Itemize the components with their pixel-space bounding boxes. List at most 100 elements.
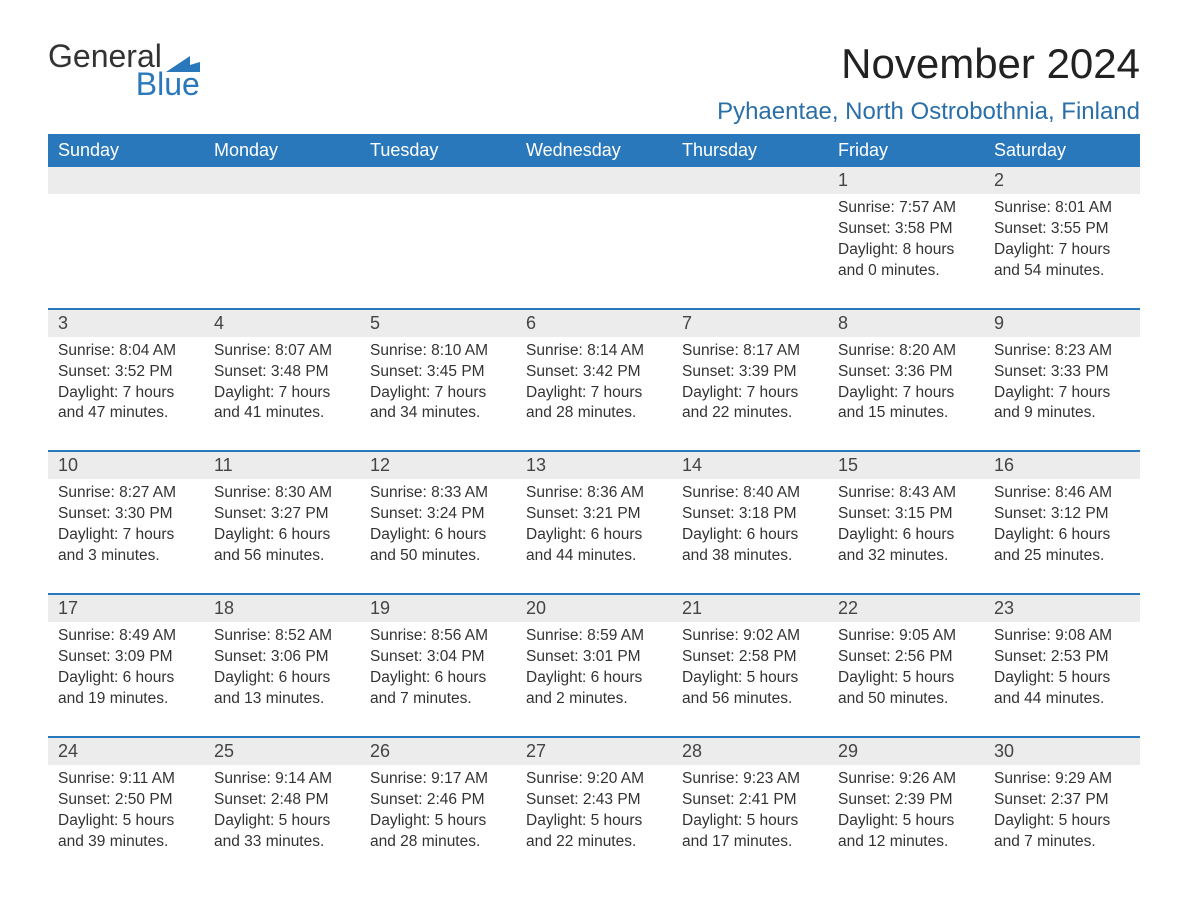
sunset-line: Sunset: 3:09 PM <box>58 647 194 668</box>
daylight-line: and 41 minutes. <box>214 403 350 424</box>
day-number: 12 <box>360 452 516 479</box>
sunset-line: Sunset: 3:21 PM <box>526 504 662 525</box>
daylight-line: Daylight: 5 hours <box>994 811 1130 832</box>
day-number: 25 <box>204 738 360 765</box>
sunrise-line: Sunrise: 8:04 AM <box>58 341 194 362</box>
daylight-line: Daylight: 7 hours <box>58 383 194 404</box>
sunrise-line: Sunrise: 8:52 AM <box>214 626 350 647</box>
day-number: 26 <box>360 738 516 765</box>
sunrise-line: Sunrise: 8:17 AM <box>682 341 818 362</box>
day-cell <box>48 167 204 290</box>
daylight-line: Daylight: 7 hours <box>994 383 1130 404</box>
sunrise-line: Sunrise: 8:46 AM <box>994 483 1130 504</box>
daylight-line: Daylight: 5 hours <box>838 811 974 832</box>
sunset-line: Sunset: 3:52 PM <box>58 362 194 383</box>
daylight-line: and 15 minutes. <box>838 403 974 424</box>
day-number: 23 <box>984 595 1140 622</box>
day-number: 7 <box>672 310 828 337</box>
daylight-line: and 3 minutes. <box>58 546 194 567</box>
logo-text-blue: Blue <box>134 68 200 100</box>
day-cell <box>204 167 360 290</box>
sunrise-line: Sunrise: 8:01 AM <box>994 198 1130 219</box>
sunset-line: Sunset: 2:53 PM <box>994 647 1130 668</box>
daylight-line: and 38 minutes. <box>682 546 818 567</box>
daylight-line: Daylight: 5 hours <box>214 811 350 832</box>
daylight-line: and 54 minutes. <box>994 261 1130 282</box>
day-cell: 2Sunrise: 8:01 AMSunset: 3:55 PMDaylight… <box>984 167 1140 290</box>
week-row: 1Sunrise: 7:57 AMSunset: 3:58 PMDaylight… <box>48 167 1140 290</box>
daylight-line: Daylight: 6 hours <box>682 525 818 546</box>
sunrise-line: Sunrise: 8:10 AM <box>370 341 506 362</box>
daylight-line: and 56 minutes. <box>682 689 818 710</box>
day-cell: 15Sunrise: 8:43 AMSunset: 3:15 PMDayligh… <box>828 452 984 575</box>
day-number: 11 <box>204 452 360 479</box>
day-number: 21 <box>672 595 828 622</box>
daylight-line: and 13 minutes. <box>214 689 350 710</box>
day-number <box>360 167 516 194</box>
weeks-container: 1Sunrise: 7:57 AMSunset: 3:58 PMDaylight… <box>48 167 1140 860</box>
daylight-line: and 9 minutes. <box>994 403 1130 424</box>
daylight-line: Daylight: 5 hours <box>682 668 818 689</box>
day-cell: 28Sunrise: 9:23 AMSunset: 2:41 PMDayligh… <box>672 738 828 861</box>
title-block: November 2024 Pyhaentae, North Ostroboth… <box>717 40 1140 126</box>
daylight-line: and 50 minutes. <box>838 689 974 710</box>
sunrise-line: Sunrise: 8:56 AM <box>370 626 506 647</box>
day-number: 24 <box>48 738 204 765</box>
daylight-line: Daylight: 7 hours <box>994 240 1130 261</box>
month-title: November 2024 <box>717 40 1140 88</box>
sunrise-line: Sunrise: 9:14 AM <box>214 769 350 790</box>
daylight-line: and 22 minutes. <box>682 403 818 424</box>
day-number: 29 <box>828 738 984 765</box>
sunset-line: Sunset: 2:56 PM <box>838 647 974 668</box>
daylight-line: and 33 minutes. <box>214 832 350 853</box>
daylight-line: and 7 minutes. <box>370 689 506 710</box>
sunset-line: Sunset: 2:48 PM <box>214 790 350 811</box>
day-cell: 12Sunrise: 8:33 AMSunset: 3:24 PMDayligh… <box>360 452 516 575</box>
day-cell: 21Sunrise: 9:02 AMSunset: 2:58 PMDayligh… <box>672 595 828 718</box>
sunset-line: Sunset: 2:50 PM <box>58 790 194 811</box>
daylight-line: and 28 minutes. <box>370 832 506 853</box>
weekday-header-row: Sunday Monday Tuesday Wednesday Thursday… <box>48 134 1140 167</box>
sunset-line: Sunset: 2:46 PM <box>370 790 506 811</box>
sunrise-line: Sunrise: 9:23 AM <box>682 769 818 790</box>
sunrise-line: Sunrise: 8:14 AM <box>526 341 662 362</box>
daylight-line: Daylight: 6 hours <box>214 668 350 689</box>
weekday-header: Monday <box>204 134 360 167</box>
weekday-header: Tuesday <box>360 134 516 167</box>
daylight-line: and 0 minutes. <box>838 261 974 282</box>
daylight-line: and 12 minutes. <box>838 832 974 853</box>
sunset-line: Sunset: 3:48 PM <box>214 362 350 383</box>
sunrise-line: Sunrise: 9:02 AM <box>682 626 818 647</box>
sunset-line: Sunset: 2:37 PM <box>994 790 1130 811</box>
day-number: 14 <box>672 452 828 479</box>
week-row: 3Sunrise: 8:04 AMSunset: 3:52 PMDaylight… <box>48 308 1140 433</box>
daylight-line: Daylight: 5 hours <box>838 668 974 689</box>
sunrise-line: Sunrise: 9:05 AM <box>838 626 974 647</box>
day-number <box>516 167 672 194</box>
daylight-line: and 44 minutes. <box>526 546 662 567</box>
day-cell: 26Sunrise: 9:17 AMSunset: 2:46 PMDayligh… <box>360 738 516 861</box>
sunrise-line: Sunrise: 9:26 AM <box>838 769 974 790</box>
daylight-line: Daylight: 6 hours <box>370 525 506 546</box>
sunrise-line: Sunrise: 8:20 AM <box>838 341 974 362</box>
sunset-line: Sunset: 3:27 PM <box>214 504 350 525</box>
day-cell: 27Sunrise: 9:20 AMSunset: 2:43 PMDayligh… <box>516 738 672 861</box>
sunrise-line: Sunrise: 8:23 AM <box>994 341 1130 362</box>
day-number: 8 <box>828 310 984 337</box>
day-number: 10 <box>48 452 204 479</box>
daylight-line: and 28 minutes. <box>526 403 662 424</box>
sunrise-line: Sunrise: 9:17 AM <box>370 769 506 790</box>
day-number: 15 <box>828 452 984 479</box>
sunset-line: Sunset: 3:30 PM <box>58 504 194 525</box>
daylight-line: and 19 minutes. <box>58 689 194 710</box>
daylight-line: Daylight: 5 hours <box>526 811 662 832</box>
day-cell: 10Sunrise: 8:27 AMSunset: 3:30 PMDayligh… <box>48 452 204 575</box>
daylight-line: Daylight: 6 hours <box>370 668 506 689</box>
daylight-line: and 22 minutes. <box>526 832 662 853</box>
daylight-line: Daylight: 7 hours <box>370 383 506 404</box>
day-number: 16 <box>984 452 1140 479</box>
daylight-line: and 32 minutes. <box>838 546 974 567</box>
sunrise-line: Sunrise: 7:57 AM <box>838 198 974 219</box>
day-cell: 17Sunrise: 8:49 AMSunset: 3:09 PMDayligh… <box>48 595 204 718</box>
sunrise-line: Sunrise: 8:43 AM <box>838 483 974 504</box>
